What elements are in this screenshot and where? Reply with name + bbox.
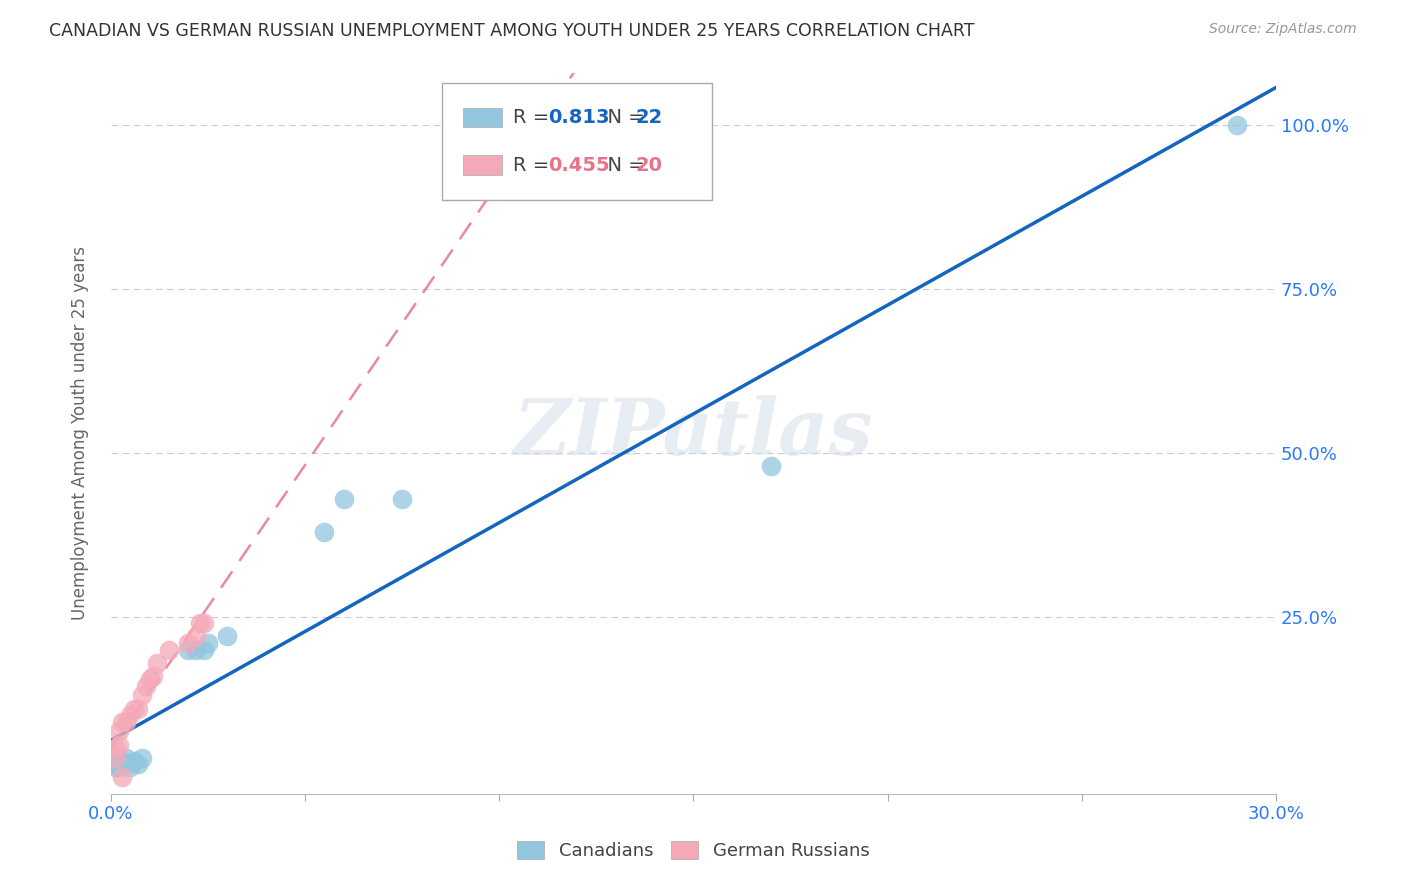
Text: Source: ZipAtlas.com: Source: ZipAtlas.com — [1209, 22, 1357, 37]
Point — [111, 714, 134, 729]
Text: 22: 22 — [636, 108, 662, 128]
Text: N =: N = — [595, 108, 651, 128]
Point — [131, 750, 153, 764]
Point — [115, 757, 138, 772]
Point — [177, 636, 200, 650]
Text: CANADIAN VS GERMAN RUSSIAN UNEMPLOYMENT AMONG YOUTH UNDER 25 YEARS CORRELATION C: CANADIAN VS GERMAN RUSSIAN UNEMPLOYMENT … — [49, 22, 974, 40]
Point — [127, 757, 149, 772]
Point — [193, 616, 215, 631]
Point — [146, 656, 169, 670]
Point — [391, 491, 413, 506]
Point — [107, 760, 129, 774]
Text: R =: R = — [513, 156, 555, 175]
Point — [135, 679, 157, 693]
Point — [193, 642, 215, 657]
Point — [157, 642, 180, 657]
Text: 0.455: 0.455 — [548, 156, 610, 175]
Y-axis label: Unemployment Among Youth under 25 years: Unemployment Among Youth under 25 years — [72, 246, 89, 620]
Point — [333, 491, 356, 506]
Point — [111, 770, 134, 784]
Point — [188, 616, 211, 631]
Point — [115, 750, 138, 764]
Point — [186, 642, 208, 657]
Text: 0.813: 0.813 — [548, 108, 610, 128]
Point — [197, 636, 219, 650]
Point — [138, 672, 160, 686]
Point — [1226, 119, 1249, 133]
Point — [122, 701, 145, 715]
Point — [177, 642, 200, 657]
Point — [104, 760, 127, 774]
Point — [122, 754, 145, 768]
Text: N =: N = — [595, 156, 651, 175]
Text: 20: 20 — [636, 156, 662, 175]
Point — [104, 757, 127, 772]
Point — [107, 757, 129, 772]
Point — [120, 708, 142, 723]
Point — [111, 757, 134, 772]
Point — [111, 754, 134, 768]
Point — [142, 669, 165, 683]
Point — [131, 689, 153, 703]
Point — [104, 750, 127, 764]
Point — [107, 738, 129, 752]
Legend: Canadians, German Russians: Canadians, German Russians — [510, 834, 877, 868]
Point — [186, 629, 208, 643]
Text: ZIPatlas: ZIPatlas — [513, 395, 873, 472]
Point — [115, 714, 138, 729]
Point — [759, 459, 782, 474]
Point — [217, 629, 239, 643]
Point — [107, 724, 129, 739]
Point — [314, 524, 336, 539]
Point — [127, 701, 149, 715]
Point — [120, 760, 142, 774]
Point — [104, 740, 127, 755]
Text: R =: R = — [513, 108, 555, 128]
